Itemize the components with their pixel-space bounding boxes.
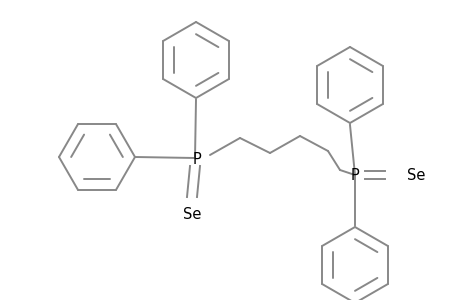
Text: Se: Se — [182, 207, 201, 222]
Text: P: P — [192, 152, 201, 166]
Text: Se: Se — [406, 169, 425, 184]
Text: P: P — [350, 169, 358, 184]
